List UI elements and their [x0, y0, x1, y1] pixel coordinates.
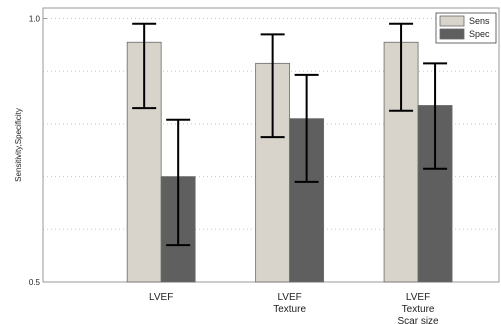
legend-label-spec: Spec: [469, 29, 490, 39]
error-bars: [132, 22, 448, 247]
y-axis-label: Sensitivity,Specificity: [14, 108, 23, 182]
y-axis: 1.0 0.5: [29, 15, 47, 287]
category-label: Texture: [273, 304, 306, 315]
legend-label-sens: Sens: [469, 16, 490, 26]
category-label: Texture: [402, 304, 435, 315]
y-tick-label: 0.5: [29, 278, 41, 287]
category-label: LVEF: [277, 292, 301, 303]
category-label: Scar size: [398, 316, 440, 324]
legend-swatch-sens: [439, 15, 465, 27]
legend-swatch-spec: [439, 28, 465, 40]
category-label: LVEF: [149, 292, 173, 303]
y-tick-label: 1.0: [29, 15, 41, 24]
category-label: LVEF: [406, 292, 430, 303]
legend: Sens Spec: [435, 12, 497, 44]
